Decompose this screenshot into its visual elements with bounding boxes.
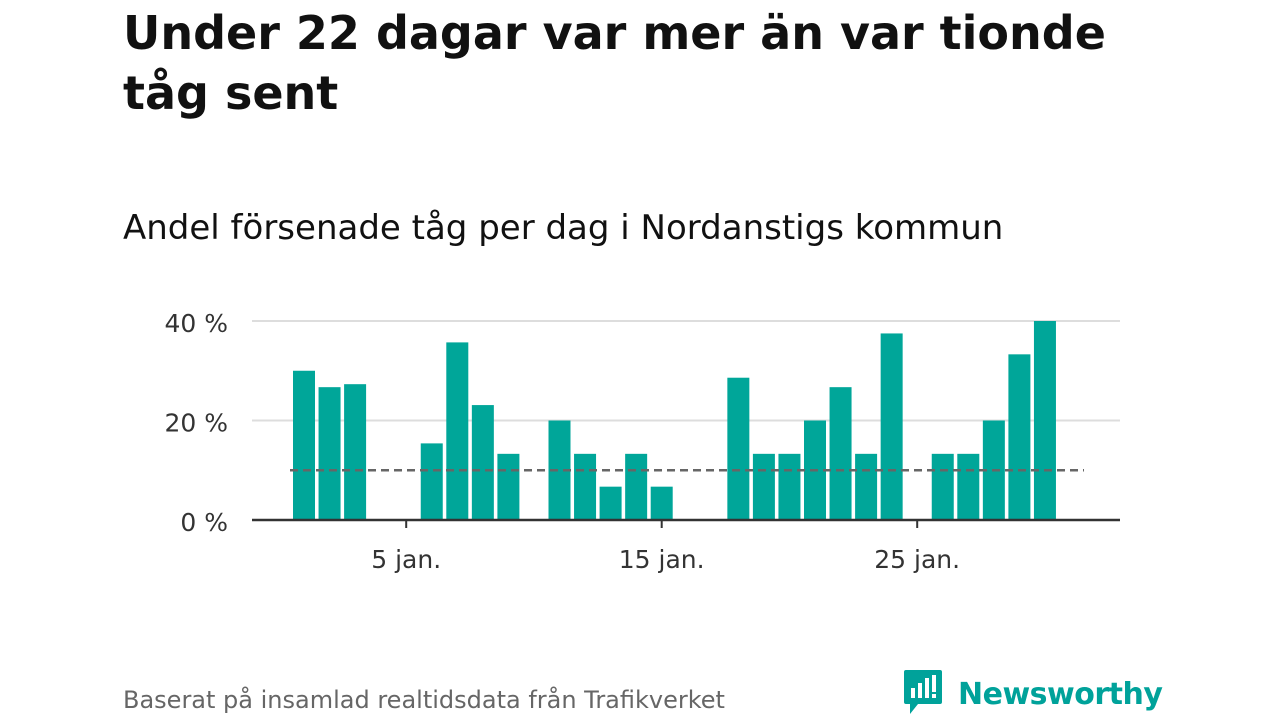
- bar: [778, 453, 801, 520]
- axes: 0 % 20 % 40 % 5 jan. 15 jan. 25 jan.: [164, 309, 1120, 574]
- bar: [574, 453, 597, 520]
- newsworthy-logo-icon: [902, 668, 944, 720]
- bar: [1008, 354, 1031, 520]
- newsworthy-logo[interactable]: Newsworthy: [902, 668, 1163, 720]
- bar: [931, 453, 954, 520]
- bar: [318, 387, 341, 520]
- bar: [650, 486, 673, 520]
- bar: [548, 420, 571, 520]
- chart-title: Under 22 dagar var mer än var tionde tåg…: [123, 6, 1106, 120]
- gridlines: [252, 320, 1120, 422]
- y-tick-label: 40 %: [164, 309, 228, 338]
- bar: [957, 453, 980, 520]
- x-tick-label: 5 jan.: [371, 545, 441, 574]
- bar: [625, 453, 648, 520]
- x-tick-label: 25 jan.: [874, 545, 960, 574]
- brand-name: Newsworthy: [958, 676, 1163, 712]
- bar: [855, 453, 878, 520]
- bar: [1033, 321, 1056, 520]
- bar: [752, 453, 775, 520]
- bar: [293, 370, 315, 520]
- chart-subtitle: Andel försenade tåg per dag i Nordanstig…: [123, 208, 1004, 248]
- source-note: Baserat på insamlad realtidsdata från Tr…: [123, 686, 725, 714]
- bar: [497, 453, 520, 520]
- bar: [880, 333, 903, 520]
- y-tick-label: 0 %: [180, 508, 228, 537]
- bar: [829, 387, 852, 520]
- bar: [727, 377, 750, 520]
- bar: [599, 486, 622, 520]
- y-tick-label: 20 %: [164, 409, 228, 438]
- bars: [293, 321, 1056, 520]
- x-tick-label: 15 jan.: [619, 545, 705, 574]
- bar: [344, 384, 367, 520]
- bar: [420, 443, 443, 520]
- bar: [446, 342, 469, 520]
- bar: [471, 405, 494, 520]
